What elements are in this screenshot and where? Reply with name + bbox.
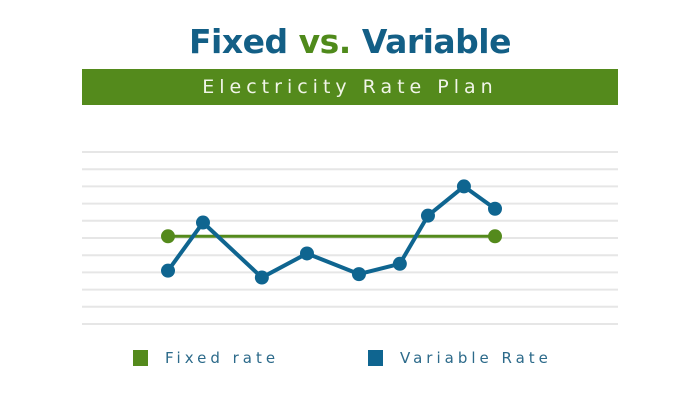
title-vs: vs. (298, 22, 352, 61)
data-point-fixed (161, 229, 175, 244)
legend-item-fixed: Fixed rate (133, 349, 279, 367)
legend-label-fixed: Fixed rate (165, 349, 280, 367)
legend-label-variable: Variable Rate (400, 349, 552, 367)
data-point-fixed (488, 229, 502, 244)
legend-swatch-fixed (133, 350, 148, 366)
subtitle-banner: Electricity Rate Plan (82, 69, 618, 105)
data-point-variable (254, 270, 269, 285)
title-fixed: Fixed (188, 22, 288, 61)
data-point-variable (456, 179, 471, 194)
chart-title: Fixed vs. Variable (0, 22, 700, 61)
legend-swatch-variable (368, 350, 383, 366)
data-point-variable (161, 263, 175, 278)
data-point-variable (351, 267, 366, 282)
series-line-variable (166, 184, 497, 280)
data-point-variable (488, 201, 502, 216)
data-point-variable (195, 215, 210, 230)
data-point-variable (392, 256, 407, 271)
title-variable: Variable (361, 22, 512, 61)
data-point-variable (299, 246, 314, 261)
legend-item-variable: Variable Rate (368, 349, 552, 367)
data-point-variable (420, 208, 435, 223)
